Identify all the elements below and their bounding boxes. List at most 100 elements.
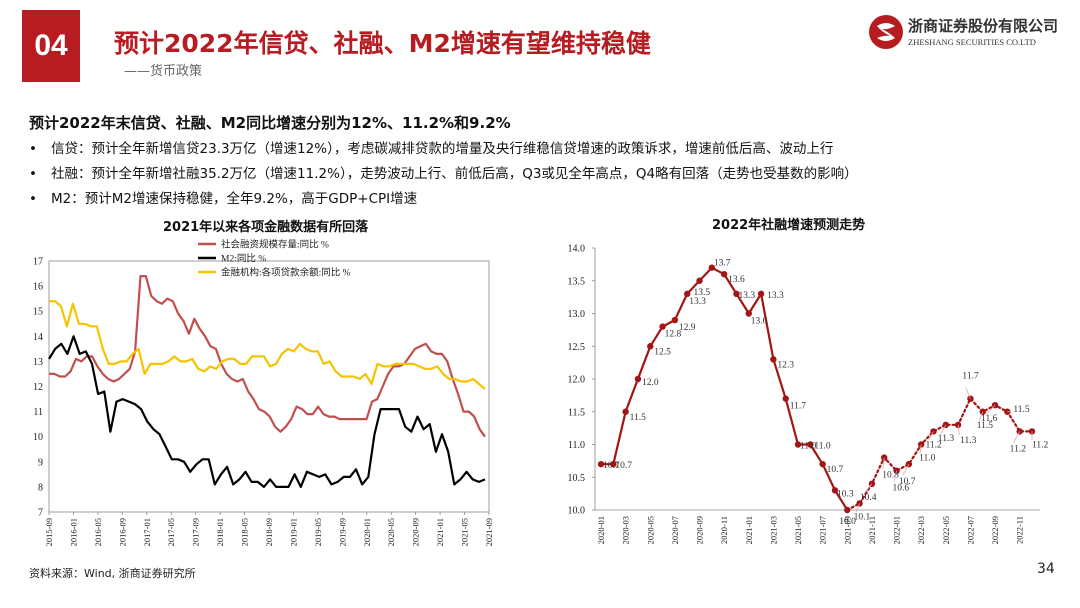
left-x-tick-label: 2020-01 xyxy=(362,518,372,546)
right-actual-point xyxy=(757,290,765,298)
right-forecast-label: 10.7 xyxy=(899,477,916,487)
right-forecast-point xyxy=(905,460,913,468)
left-x-tick-label: 2018-09 xyxy=(264,518,274,546)
bullet-list: • 信贷：预计全年新增信贷23.3万亿（增速12%），考虑碳减排贷款的增量及央行维… xyxy=(29,137,858,212)
right-x-tick-label: 2020-05 xyxy=(645,516,655,544)
right-actual-label: 12.0 xyxy=(642,378,659,388)
right-y-tick-label: 10.5 xyxy=(568,473,586,484)
right-actual-label: 13.6 xyxy=(728,275,745,285)
left-x-tick-label: 2018-01 xyxy=(215,518,225,546)
right-forecast-leader xyxy=(965,387,971,399)
left-x-tick-label: 2019-09 xyxy=(337,518,347,546)
right-actual-point xyxy=(807,441,814,448)
right-y-tick-label: 12.5 xyxy=(568,342,586,353)
right-actual-label: 13.3 xyxy=(689,297,706,307)
right-actual-label: 13.3 xyxy=(767,291,784,301)
left-y-tick-label: 16 xyxy=(33,282,43,293)
left-x-tick-label: 2019-05 xyxy=(313,518,323,546)
left-x-tick-label: 2017-09 xyxy=(191,518,201,546)
right-forecast-point xyxy=(954,421,962,429)
company-logo-icon xyxy=(869,15,903,49)
right-actual-point xyxy=(696,277,703,284)
right-forecast-point xyxy=(1028,428,1036,435)
right-actual-label: 10.7 xyxy=(615,461,632,471)
bullet-m2: • M2：预计M2增速保持稳健，全年9.2%，高于GDP+CPI增速 xyxy=(29,191,418,207)
left-y-tick-label: 7 xyxy=(38,508,43,519)
left-legend-label: 社会融资规模存量:同比 % xyxy=(221,239,329,251)
right-actual-point xyxy=(622,408,629,415)
right-actual-point xyxy=(770,356,777,363)
right-actual-label: 10.7 xyxy=(827,465,844,475)
right-forecast-leader xyxy=(919,444,922,454)
left-y-tick-label: 8 xyxy=(38,482,43,493)
right-forecast-label: 11.2 xyxy=(1032,440,1049,450)
right-x-tick-label: 2020-01 xyxy=(596,516,606,544)
right-forecast-label: 10.4 xyxy=(860,493,877,503)
right-forecast-leader xyxy=(1013,431,1021,443)
right-forecast-leader xyxy=(902,463,910,476)
right-y-tick-label: 14.0 xyxy=(568,244,586,255)
right-x-tick-label: 2020-09 xyxy=(695,516,705,544)
right-actual-line xyxy=(601,266,849,511)
right-forecast-point xyxy=(1016,428,1023,435)
right-actual-point xyxy=(659,323,666,330)
bullet-credit: • 信贷：预计全年新增信贷23.3万亿（增速12%），考虑碳减排贷款的增量及央行维… xyxy=(29,141,834,157)
right-actual-label: 12.3 xyxy=(777,360,794,370)
right-actual-label: 11.5 xyxy=(630,413,647,423)
company-name-en: ZHESHANG SECURITIES CO.LTD xyxy=(908,37,1036,47)
left-x-tick-label: 2017-05 xyxy=(166,518,176,546)
page-subtitle: ——货币政策 xyxy=(124,64,203,79)
right-forecast-label: 10.8 xyxy=(882,471,899,481)
right-actual-point xyxy=(684,290,691,298)
left-y-tick-label: 12 xyxy=(33,382,43,393)
left-x-tick-label: 2021-05 xyxy=(460,518,470,546)
right-actual-point xyxy=(720,271,728,278)
bullet-tsf: • 社融：预计全年新增社融35.2万亿（增速11.2%），走势波动上行、前低后高，… xyxy=(29,166,858,182)
left-legend-label: 金融机构:各项贷款余额:同比 % xyxy=(221,267,351,279)
left-y-tick-label: 17 xyxy=(33,257,43,268)
right-actual-point xyxy=(671,316,679,324)
right-forecast-label: 11.5 xyxy=(1013,405,1030,415)
right-actual-point xyxy=(794,441,802,448)
right-forecast-leader xyxy=(893,470,897,482)
right-actual-point xyxy=(745,310,752,317)
right-forecast-point xyxy=(930,428,937,435)
right-actual-point xyxy=(831,487,839,494)
left-y-tick-label: 15 xyxy=(33,307,43,318)
right-forecast-label: 10.1 xyxy=(854,512,871,522)
right-x-tick-label: 2020-11 xyxy=(719,516,729,544)
right-y-tick-label: 11.5 xyxy=(568,407,585,418)
left-series-line-0 xyxy=(49,275,486,438)
left-x-tick-label: 2021-09 xyxy=(484,518,494,546)
right-actual-label: 12.8 xyxy=(665,330,682,340)
right-actual-label: 11.0 xyxy=(814,442,831,452)
right-x-tick-label: 2022-01 xyxy=(892,516,902,544)
right-forecast-label: 11.3 xyxy=(938,434,955,444)
right-x-tick-label: 2022-09 xyxy=(990,516,1000,544)
left-x-tick-label: 2016-05 xyxy=(93,518,103,546)
right-forecast-leader xyxy=(864,483,873,493)
right-x-tick-label: 2022-07 xyxy=(965,516,975,544)
company-name-cn: 浙商证券股份有限公司 xyxy=(908,17,1059,35)
right-actual-point xyxy=(819,460,826,468)
left-x-tick-label: 2016-01 xyxy=(68,518,78,546)
right-actual-label: 13.3 xyxy=(738,291,755,301)
right-actual-label: 13.7 xyxy=(714,259,731,269)
left-x-tick-label: 2020-05 xyxy=(386,518,396,546)
left-x-tick-label: 2021-01 xyxy=(435,518,445,546)
left-y-tick-label: 13 xyxy=(33,357,43,368)
content-headline: 预计2022年末信贷、社融、M2同比增速分别为12%、11.2%和9.2% xyxy=(29,114,511,132)
right-forecast-label: 11.6 xyxy=(981,414,998,424)
right-forecast-line xyxy=(846,396,1034,512)
right-forecast-label: 11.2 xyxy=(925,440,942,450)
right-forecast-label: 11.7 xyxy=(962,372,979,382)
left-x-tick-label: 2015-09 xyxy=(44,518,54,546)
left-legend-label: M2:同比 % xyxy=(221,253,266,265)
right-x-tick-label: 2021-07 xyxy=(818,516,828,544)
right-actual-point xyxy=(647,343,654,350)
right-x-tick-label: 2021-01 xyxy=(744,516,754,544)
right-forecast-label: 10.6 xyxy=(893,484,910,494)
right-x-tick-label: 2021-09 xyxy=(842,516,852,544)
right-actual-point xyxy=(610,460,617,468)
right-actual-label: 10.7 xyxy=(603,461,620,471)
